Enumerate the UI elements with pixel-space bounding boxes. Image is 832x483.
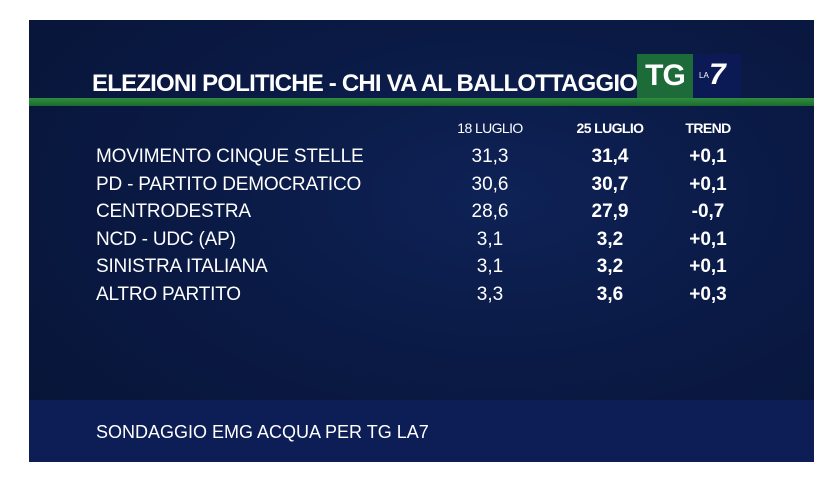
source-note: SONDAGGIO EMG ACQUA PER TG LA7 bbox=[96, 422, 429, 442]
value-trend: +0,1 bbox=[689, 146, 727, 167]
value-18-luglio: 3,1 bbox=[476, 256, 504, 277]
column-header-trend: TREND bbox=[685, 120, 731, 136]
table-row: ALTRO PARTITO 3,3 3,6 +0,3 bbox=[29, 284, 814, 310]
value-25-luglio: 3,2 bbox=[596, 256, 624, 277]
value-18-luglio: 3,1 bbox=[476, 228, 504, 250]
value-18-luglio: 31,3 bbox=[471, 146, 509, 167]
value-25-luglio: 30,7 bbox=[591, 173, 629, 195]
value-25-luglio: 3,6 bbox=[596, 283, 624, 305]
value-18-luglio: 3,3 bbox=[476, 283, 504, 305]
footer-bar: SONDAGGIO EMG ACQUA PER TG LA7 bbox=[29, 400, 814, 462]
chart-title: ELEZIONI POLITICHE - CHI VA AL BALLOTTAG… bbox=[92, 70, 652, 97]
logo-tg: TG bbox=[637, 54, 693, 98]
value-trend: +0,1 bbox=[689, 228, 727, 250]
value-trend: -0,7 bbox=[691, 201, 725, 222]
party-name: SINISTRA ITALIANA bbox=[96, 256, 268, 277]
party-name: NCD - UDC (AP) bbox=[96, 228, 236, 250]
value-trend: +0,1 bbox=[689, 173, 727, 195]
value-18-luglio: 28,6 bbox=[471, 201, 509, 222]
party-name: PD - PARTITO DEMOCRATICO bbox=[96, 173, 362, 195]
party-name: ALTRO PARTITO bbox=[96, 283, 241, 305]
table-row: PD - PARTITO DEMOCRATICO 30,6 30,7 +0,1 bbox=[29, 174, 814, 200]
tg-la7-logo: TG LA 7 bbox=[637, 54, 741, 98]
value-25-luglio: 27,9 bbox=[591, 201, 629, 222]
logo-seven: 7 bbox=[709, 58, 726, 91]
party-name: MOVIMENTO CINQUE STELLE bbox=[96, 146, 364, 167]
table-row: MOVIMENTO CINQUE STELLE 31,3 31,4 +0,1 bbox=[29, 146, 814, 172]
column-header-25-luglio: 25 LUGLIO bbox=[576, 120, 645, 136]
column-header-18-luglio: 18 LUGLIO bbox=[457, 120, 523, 136]
value-25-luglio: 31,4 bbox=[591, 146, 629, 167]
value-trend: +0,1 bbox=[689, 256, 727, 277]
party-name: CENTRODESTRA bbox=[96, 201, 251, 222]
poll-panel: ELEZIONI POLITICHE - CHI VA AL BALLOTTAG… bbox=[29, 20, 814, 462]
value-trend: +0,3 bbox=[689, 283, 727, 305]
value-25-luglio: 3,2 bbox=[596, 228, 624, 250]
title-divider bbox=[29, 98, 814, 106]
logo-la7: LA 7 bbox=[693, 54, 741, 98]
logo-la: LA bbox=[699, 71, 709, 80]
value-18-luglio: 30,6 bbox=[471, 173, 509, 195]
table-row: NCD - UDC (AP) 3,1 3,2 +0,1 bbox=[29, 229, 814, 255]
table-row: CENTRODESTRA 28,6 27,9 -0,7 bbox=[29, 201, 814, 227]
table-row: SINISTRA ITALIANA 3,1 3,2 +0,1 bbox=[29, 256, 814, 282]
